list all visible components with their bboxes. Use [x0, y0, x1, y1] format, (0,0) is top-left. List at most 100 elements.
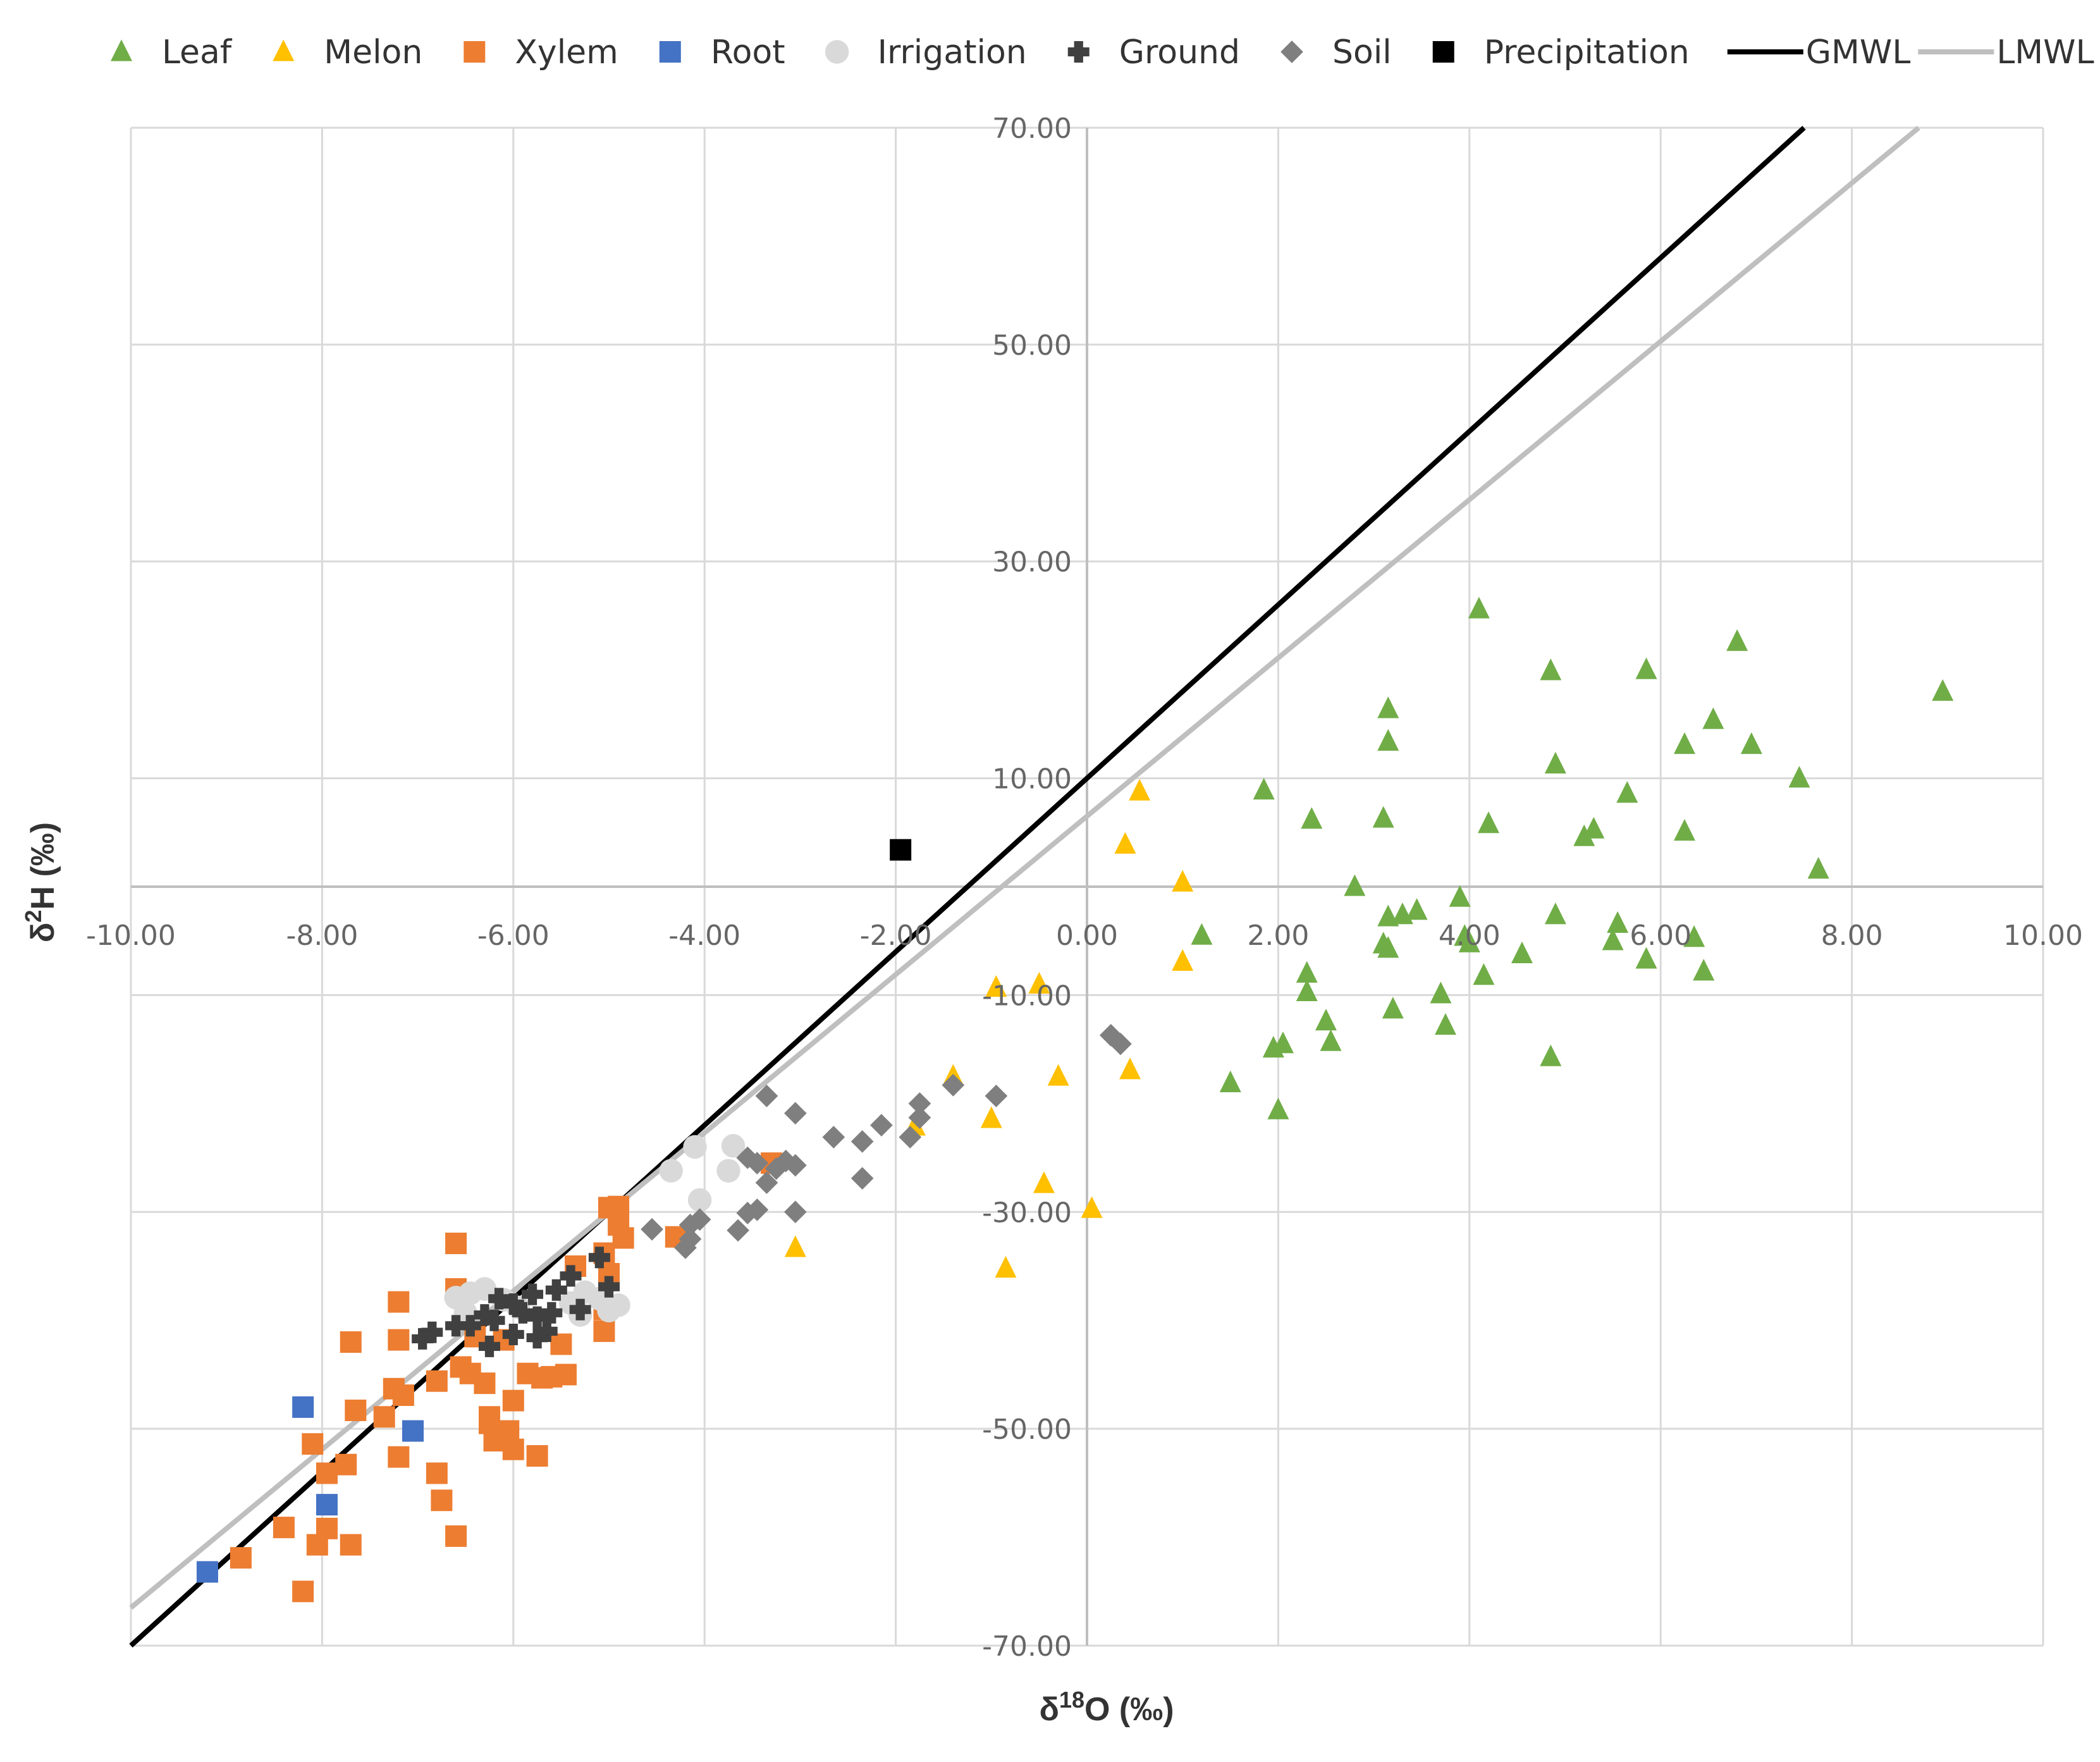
root-point — [292, 1396, 314, 1418]
legend-item-ground: Ground — [1067, 34, 1240, 71]
soil-point — [727, 1219, 749, 1242]
ground-point — [545, 1279, 567, 1301]
xylem-point — [612, 1227, 634, 1249]
soil-point — [870, 1114, 893, 1137]
legend-item-root: Root — [659, 34, 785, 71]
leaf-point — [1301, 807, 1323, 829]
leaf-point — [1191, 923, 1213, 945]
soil-point — [908, 1092, 931, 1115]
xylem-point — [306, 1534, 328, 1556]
ground-point — [445, 1315, 467, 1337]
x-tick-label: -4.00 — [668, 920, 740, 952]
legend-leaf-label: Leaf — [162, 34, 233, 71]
leaf-point — [1253, 777, 1275, 800]
xylem-point — [230, 1547, 252, 1569]
legend-irrigation-marker — [825, 40, 849, 64]
soil-point — [822, 1126, 845, 1149]
melon-point — [1119, 1057, 1141, 1080]
xylem-point — [608, 1195, 630, 1217]
x-tick-label: -6.00 — [477, 920, 550, 952]
xylem-point — [502, 1438, 524, 1460]
melon-point — [985, 975, 1007, 997]
melon-point — [1033, 1171, 1055, 1193]
leaf-point — [1607, 911, 1629, 933]
legend-item-xylem: Xylem — [464, 34, 618, 71]
x-tick-label: 8.00 — [1821, 920, 1883, 952]
y-tick-label: 70.00 — [992, 113, 1072, 145]
melon-point — [1172, 949, 1194, 971]
melon-point — [784, 1235, 806, 1257]
ground-point — [536, 1320, 558, 1342]
y-tick-label: -50.00 — [982, 1414, 1072, 1446]
legend-soil-label: Soil — [1332, 34, 1392, 71]
soil-point — [942, 1073, 965, 1097]
ground-point — [474, 1304, 496, 1326]
legend-root-marker — [659, 41, 681, 63]
legend-precipitation-label: Precipitation — [1484, 34, 1690, 71]
legend-gmwl-label: GMWL — [1806, 34, 1911, 71]
leaf-point — [1377, 729, 1399, 751]
melon-point — [1172, 870, 1194, 892]
leaf-point — [1219, 1070, 1241, 1092]
leaf-point — [1540, 1044, 1562, 1066]
xylem-point — [479, 1412, 500, 1434]
ground-point — [488, 1288, 510, 1310]
root-point — [316, 1494, 338, 1516]
xylem-point — [335, 1453, 357, 1476]
x-tick-label: 2.00 — [1247, 920, 1309, 952]
leaf-point — [1372, 806, 1394, 828]
melon-point — [1028, 971, 1050, 994]
leaf-point — [1544, 903, 1566, 925]
x-tick-label: 4.00 — [1439, 920, 1501, 952]
ground-point — [483, 1309, 505, 1331]
melon-point — [1081, 1196, 1103, 1218]
leaf-point — [1272, 1032, 1294, 1054]
root-point — [402, 1420, 424, 1442]
xylem-point — [550, 1333, 572, 1355]
leaf-point — [1344, 874, 1366, 896]
y-tick-label: -10.00 — [982, 980, 1072, 1012]
xylem-point — [502, 1389, 524, 1412]
leaf-point — [1454, 924, 1476, 946]
x-tick-label: 6.00 — [1630, 920, 1692, 952]
leaf-point — [1726, 629, 1748, 651]
irrigation-point — [687, 1188, 712, 1212]
xylem-point — [373, 1406, 395, 1428]
leaf-point — [1315, 1009, 1337, 1031]
y-tick-label: 30.00 — [992, 546, 1072, 579]
legend-root-label: Root — [711, 34, 785, 71]
ground-point — [526, 1306, 548, 1328]
legend-item-leaf: Leaf — [111, 34, 233, 71]
soil-point — [783, 1200, 807, 1224]
ground-point — [502, 1324, 524, 1345]
y-axis-title: δ2H (‰) — [20, 822, 62, 942]
leaf-point — [1377, 936, 1399, 958]
leaf-point — [1740, 732, 1762, 755]
soil-point — [850, 1167, 874, 1190]
x-tick-label: 10.00 — [2003, 920, 2083, 952]
soil-point — [755, 1085, 778, 1107]
soil-point — [908, 1106, 931, 1129]
irrigation-point — [597, 1298, 621, 1322]
xylem-point — [431, 1489, 453, 1512]
y-tick-label: -30.00 — [982, 1197, 1072, 1229]
leaf-point — [1702, 707, 1724, 729]
y-tick-label: -70.00 — [982, 1630, 1072, 1663]
x-tick-label: -8.00 — [286, 920, 358, 952]
soil-point — [641, 1217, 663, 1241]
leaf-point — [1296, 961, 1318, 983]
legend-melon-marker — [273, 39, 295, 61]
leaf-point — [1377, 696, 1399, 718]
axes — [131, 128, 2043, 1646]
leaf-point — [1391, 903, 1413, 925]
legend-ground-marker — [1067, 41, 1090, 63]
melon-series — [784, 779, 1194, 1278]
legend-item-soil: Soil — [1280, 34, 1392, 71]
y-tick-label: 10.00 — [992, 763, 1072, 796]
xylem-point — [555, 1364, 577, 1386]
legend-item-melon: Melon — [273, 34, 422, 71]
soil-series — [641, 1024, 1132, 1259]
melon-point — [1047, 1064, 1069, 1086]
leaf-point — [1788, 766, 1810, 788]
